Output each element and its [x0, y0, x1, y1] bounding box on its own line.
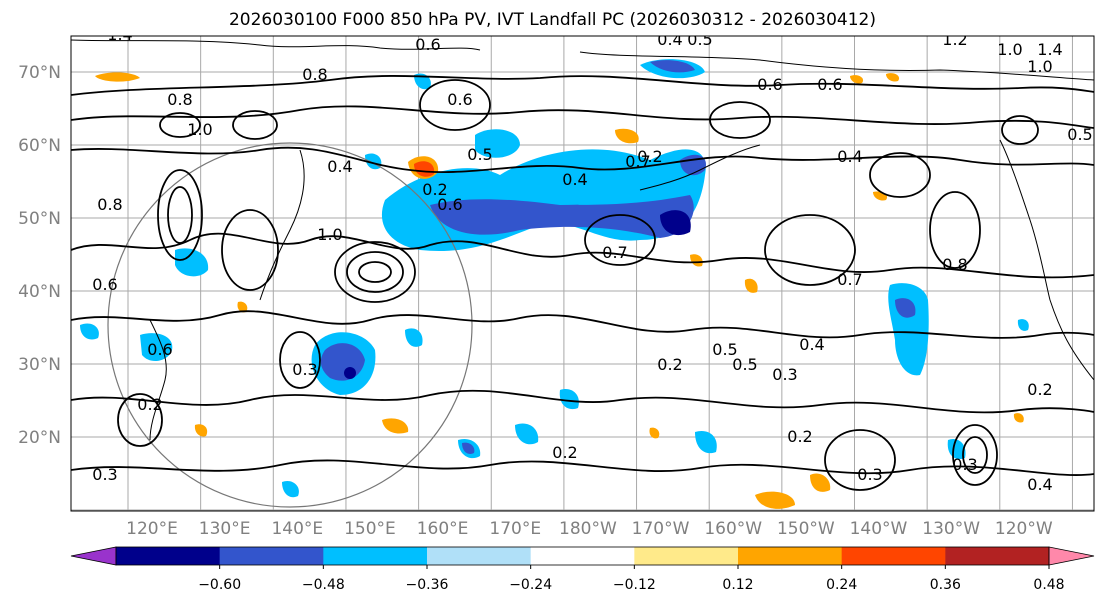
longitude-label: 180°W: [559, 519, 617, 539]
latitude-label: 60°N: [18, 136, 61, 156]
longitude-label: 150°W: [777, 519, 835, 539]
colorbar-tick-label: 0.36: [930, 577, 961, 593]
colorbar-right-extend: [1048, 546, 1095, 566]
longitude-label: 130°W: [922, 519, 980, 539]
latitude-label: 50°N: [18, 209, 61, 229]
contour-label: 0.2: [422, 180, 447, 199]
contour-label: 0.4: [327, 157, 352, 176]
contour-label: 0.3: [292, 360, 317, 379]
contour-label: 0.6: [437, 195, 462, 214]
contour-label: 0.3: [952, 455, 977, 474]
contour-labels: 1.40.6 0.4 0.5 1.21.0 1.41.00.80.60.80.61.00…: [92, 25, 1092, 494]
longitude-label: 120°W: [995, 519, 1053, 539]
colorbar-tick-label: 0.24: [826, 577, 857, 593]
contour-label: 1.0: [317, 225, 342, 244]
longitude-label: 140°E: [271, 519, 323, 539]
longitude-label: 150°E: [344, 519, 396, 539]
colorbar-bin: [323, 547, 428, 565]
contour-label: 0.6: [415, 35, 440, 54]
colorbar-bin: [427, 547, 532, 565]
contour-label: 0.8: [942, 255, 967, 274]
contour-label: 1.2: [942, 30, 967, 49]
contour-label: 0.7: [602, 243, 627, 262]
colorbar-left-extend: [70, 546, 117, 566]
colorbar-bin: [530, 547, 635, 565]
colorbar-bin: [219, 547, 324, 565]
contour-label: 0.4: [562, 170, 587, 189]
latitude-label: 20°N: [18, 428, 61, 448]
contour-label: 0.2: [137, 395, 162, 414]
longitude-label: 120°E: [126, 519, 178, 539]
longitude-label: 160°E: [417, 519, 469, 539]
contour-label: 1.0: [997, 40, 1022, 59]
colorbar-tick-label: −0.48: [302, 577, 345, 593]
colorbar-tick-label: −0.36: [406, 577, 449, 593]
contour-label: 0.6: [757, 75, 782, 94]
contour-label: 0.2: [1027, 380, 1052, 399]
region-circle: [107, 142, 473, 508]
contour-label: 0.4: [799, 335, 824, 354]
colorbar-bin: [945, 547, 1050, 565]
pv-anomaly-shading: [80, 59, 1029, 509]
colorbar-tick-label: −0.24: [509, 577, 552, 593]
contour-label: 1.0: [187, 120, 212, 139]
contour-label: 0.4: [1027, 475, 1052, 494]
contour-label: 0.8: [97, 195, 122, 214]
colorbar-frame: [115, 546, 1050, 566]
contour-label: 0.2: [637, 147, 662, 166]
contour-label: 0.5: [687, 30, 712, 49]
longitude-label: 170°E: [489, 519, 541, 539]
contour-label: 0.6: [147, 340, 172, 359]
latitude-axis-labels: 70°N 60°N 50°N 40°N 30°N 20°N: [18, 63, 61, 448]
colorbar-tick-label: 0.12: [722, 577, 753, 593]
contour-label: 0.2: [787, 427, 812, 446]
colorbar-bin: [116, 547, 221, 565]
contour-label: 0.2: [657, 355, 682, 374]
coastlines: [71, 39, 1094, 441]
graticule-lines: [71, 36, 1094, 511]
contour-label: 1.4: [107, 25, 132, 44]
contour-label: 0.3: [92, 465, 117, 484]
contour-label: 0.8: [167, 90, 192, 109]
contour-label: 0.4: [837, 147, 862, 166]
colorbar: −0.60 −0.48 −0.36 −0.24 −0.12 0.12 0.24 0.36 0.4…: [70, 546, 1095, 593]
contour-label: 0.6: [447, 90, 472, 109]
colorbar-bin: [634, 547, 739, 565]
contour-label: 0.3: [772, 365, 797, 384]
colorbar-tick-label: −0.12: [613, 577, 656, 593]
contour-label: 0.4: [657, 30, 682, 49]
contour-label: 0.6: [92, 275, 117, 294]
latitude-label: 40°N: [18, 282, 61, 302]
contour-label: 0.6: [817, 75, 842, 94]
contour-label: 0.7: [625, 152, 650, 171]
colorbar-tick-label: −0.60: [198, 577, 241, 593]
map-plot-area: [71, 36, 1094, 511]
map-frame: [70, 35, 1095, 512]
colorbar-tick-label: 0.48: [1033, 577, 1064, 593]
longitude-label: 170°W: [632, 519, 690, 539]
longitude-label: 140°W: [850, 519, 908, 539]
contour-label: 0.3: [857, 465, 882, 484]
map-title: 2026030100 F000 850 hPa PV, IVT Landfall…: [228, 10, 876, 30]
contour-label: 0.5: [467, 145, 492, 164]
colorbar-bin: [738, 547, 843, 565]
pv-contours: [71, 75, 1094, 491]
longitude-label: 160°W: [704, 519, 762, 539]
longitude-label: 130°E: [199, 519, 251, 539]
contour-label: 0.7: [837, 270, 862, 289]
contour-label: 0.5: [732, 355, 757, 374]
latitude-label: 70°N: [18, 63, 61, 83]
contour-label: 0.8: [302, 65, 327, 84]
longitude-axis-labels: 120°E 130°E 140°E 150°E 160°E 170°E 180°W 170°W…: [126, 519, 1053, 539]
contour-label: 1.4: [1037, 40, 1062, 59]
contour-label: 0.5: [712, 340, 737, 359]
contour-label: 1.0: [1027, 57, 1052, 76]
colorbar-bin: [841, 547, 946, 565]
latitude-label: 30°N: [18, 355, 61, 375]
contour-label: 0.5: [1067, 125, 1092, 144]
contour-label: 0.2: [552, 443, 577, 462]
